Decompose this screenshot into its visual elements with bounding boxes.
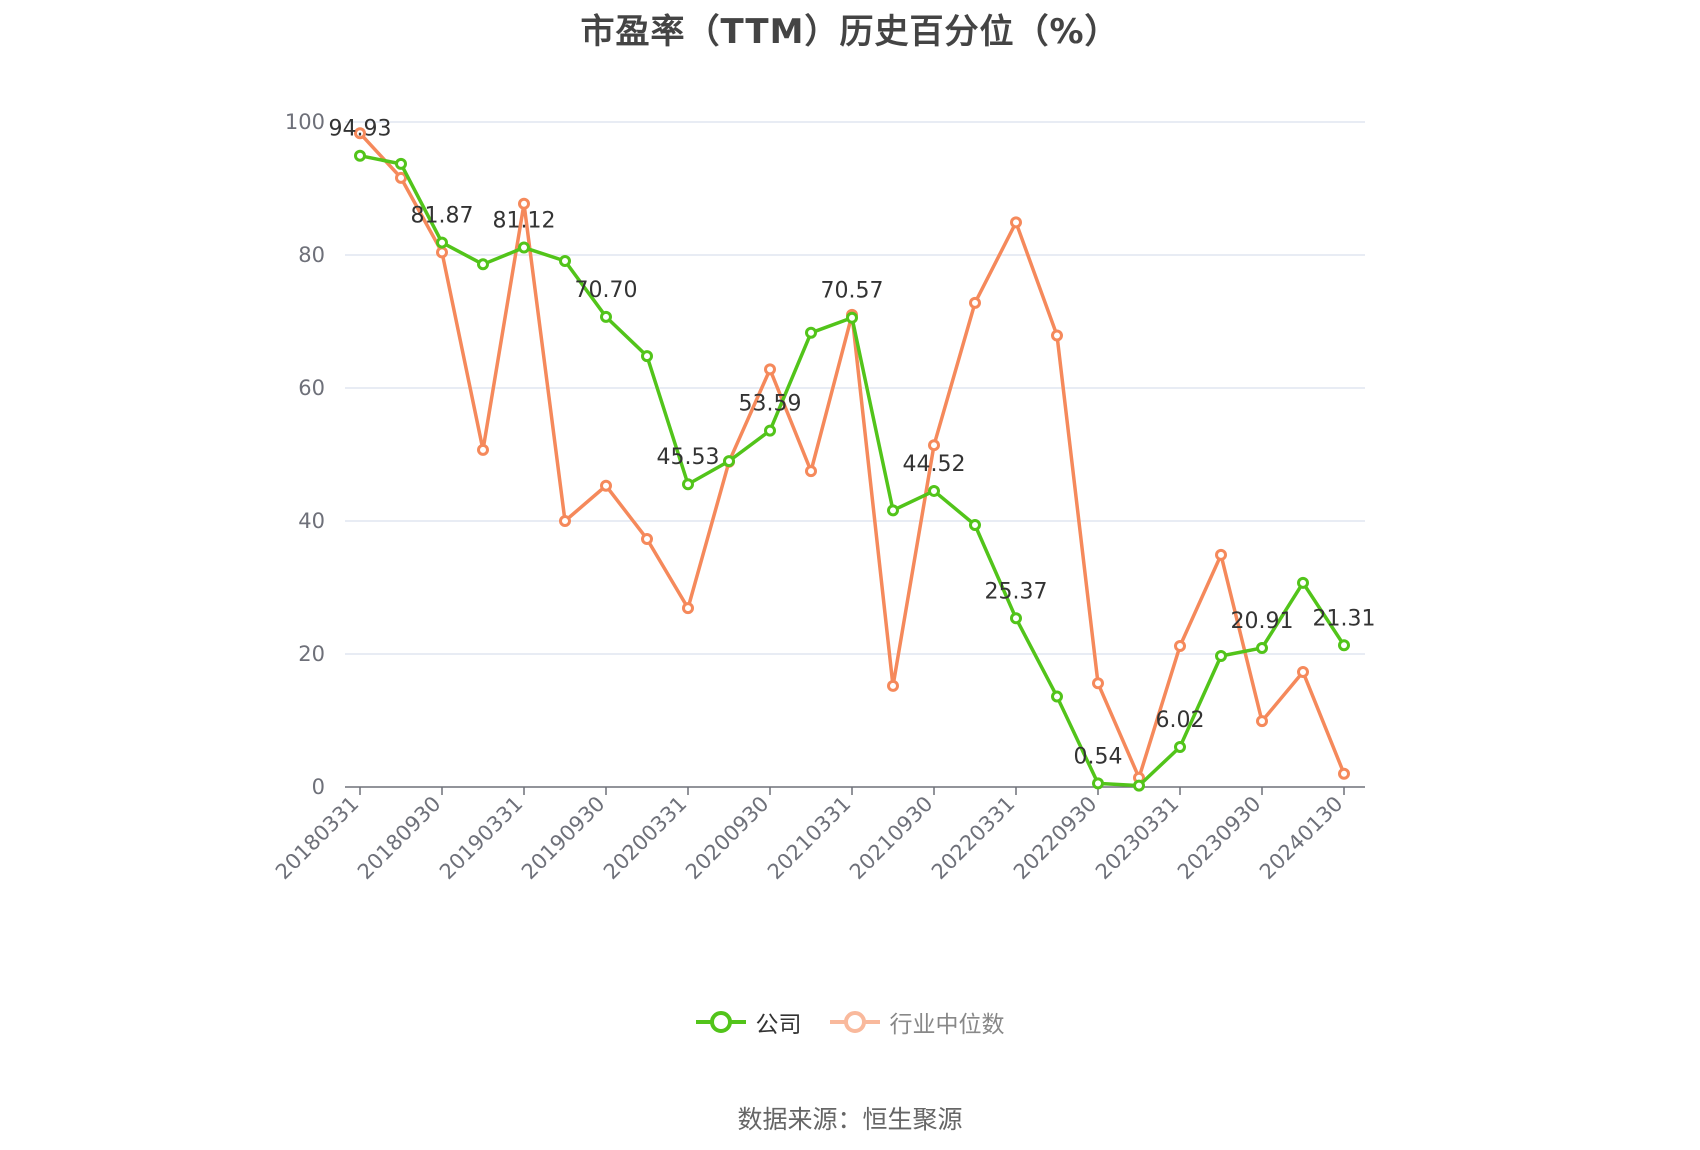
company-data-point[interactable] [805,326,817,339]
company-data-point[interactable] [969,518,981,531]
industry-data-point[interactable] [969,296,981,309]
company-data-label: 45.53 [657,445,720,470]
x-tick-label: 20230930 [1173,792,1266,885]
industry-data-point[interactable] [1051,329,1063,342]
company-data-point[interactable] [1338,639,1350,652]
y-tick-label: 20 [298,642,325,666]
company-data-label: 0.54 [1074,744,1123,769]
company-data-label: 81.87 [411,204,474,229]
industry-data-point[interactable] [1092,677,1104,690]
legend: 公司 行业中位数 [0,1005,1700,1039]
company-data-point[interactable] [846,311,858,324]
company-data-point[interactable] [1051,690,1063,703]
x-tick-label: 20230331 [1091,792,1184,885]
y-tick-label: 100 [285,110,325,134]
legend-item-company[interactable]: 公司 [695,1005,802,1039]
company-data-point[interactable] [682,478,694,491]
legend-item-industry[interactable]: 行业中位数 [829,1005,1005,1039]
company-series-line [359,153,1346,788]
industry-data-point[interactable] [1297,665,1309,678]
company-data-point[interactable] [1256,641,1268,654]
company-data-label: 21.31 [1313,606,1376,631]
x-tick-label: 20220930 [1009,792,1102,885]
industry-data-point[interactable] [1010,216,1022,229]
legend-industry-symbol-icon [829,1011,880,1033]
x-tick-label: 20190331 [435,792,528,885]
company-data-point[interactable] [518,241,530,254]
company-data-label: 81.12 [493,209,556,234]
company-data-point[interactable] [436,236,448,249]
industry-data-point[interactable] [887,679,899,692]
industry-data-point[interactable] [395,171,407,184]
industry-data-point[interactable] [641,532,653,545]
x-tick-label: 20210331 [763,792,856,885]
legend-company-symbol-icon [695,1011,746,1033]
x-tick-label: 20200930 [681,792,774,885]
x-tick-label: 20180331 [271,792,364,885]
company-data-point[interactable] [395,157,407,170]
company-data-label: 6.02 [1156,708,1205,733]
industry-data-point[interactable] [436,246,448,259]
company-data-point[interactable] [600,310,612,323]
company-data-point[interactable] [477,258,489,271]
company-data-point[interactable] [559,254,571,267]
company-data-point[interactable] [1133,779,1145,792]
industry-data-point[interactable] [805,465,817,478]
company-data-point[interactable] [887,504,899,517]
chart-title: 市盈率（TTM）历史百分位（%） [580,12,1120,52]
company-data-label: 70.70 [575,278,638,303]
company-data-point[interactable] [354,149,366,162]
company-data-label: 44.52 [903,452,966,477]
industry-data-point[interactable] [477,443,489,456]
industry-data-point[interactable] [928,439,940,452]
company-data-point[interactable] [764,424,776,437]
company-data-point[interactable] [723,455,735,468]
company-data-label: 20.91 [1231,609,1294,634]
series-lines [354,127,1350,792]
y-tick-label: 80 [298,243,325,267]
company-data-point[interactable] [1297,576,1309,589]
industry-data-point[interactable] [1215,548,1227,561]
company-data-point[interactable] [1010,612,1022,625]
y-tick-label: 40 [298,509,325,533]
x-tick-label: 20240130 [1255,792,1348,885]
industry-data-point[interactable] [354,127,366,140]
company-data-label: 70.57 [821,279,884,304]
industry-data-point[interactable] [764,363,776,376]
company-data-point[interactable] [1215,649,1227,662]
x-tick-label: 20190930 [517,792,610,885]
y-tick-label: 60 [298,376,325,400]
company-data-point[interactable] [1092,777,1104,790]
x-tick-label: 20220331 [927,792,1020,885]
company-data-label: 94.93 [329,117,392,142]
company-data-label: 53.59 [739,392,802,417]
industry-data-point[interactable] [1174,640,1186,653]
industry-data-point[interactable] [1256,715,1268,728]
industry-data-point[interactable] [559,515,571,527]
company-data-point[interactable] [1174,740,1186,753]
legend-label-company: 公司 [755,1012,802,1038]
company-data-label: 25.37 [985,579,1048,604]
data-labels: 94.93 81.87 81.12 70.70 45.53 53.59 70.57 44.52… [329,117,1376,770]
x-tick-label: 20210930 [845,792,938,885]
industry-data-point[interactable] [1338,767,1350,780]
source-note: 数据来源：恒生聚源 [737,1105,963,1134]
industry-data-point[interactable] [682,602,694,615]
industry-data-point[interactable] [600,479,612,492]
y-tick-label: 0 [312,775,325,799]
company-data-point[interactable] [928,484,940,497]
legend-label-industry: 行业中位数 [889,1012,1005,1038]
company-data-point[interactable] [641,350,653,363]
x-tick-label: 20180930 [353,792,446,885]
x-tick-label: 20200331 [599,792,692,885]
industry-data-point[interactable] [518,197,530,210]
